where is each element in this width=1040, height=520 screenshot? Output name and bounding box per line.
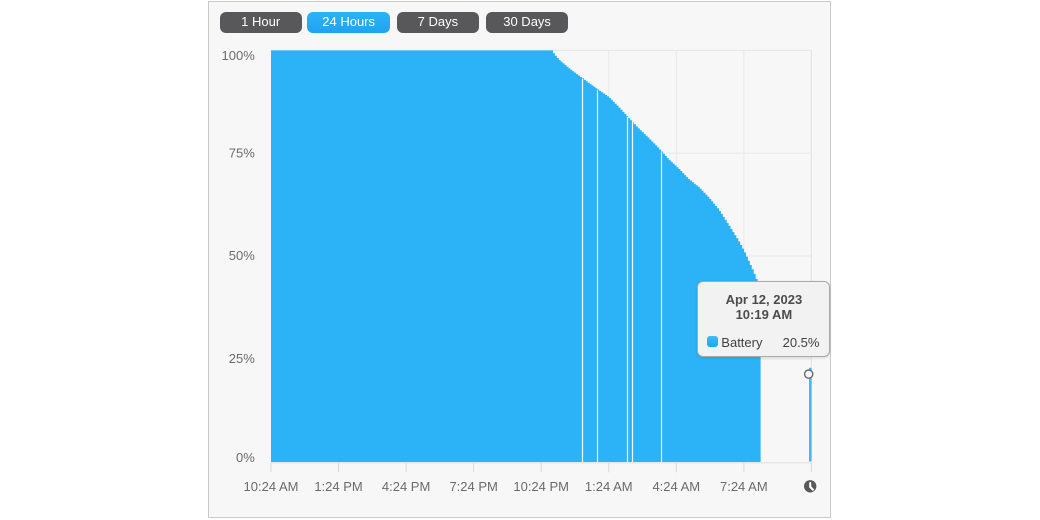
svg-text:7:24 AM: 7:24 AM [720,479,768,494]
svg-text:0%: 0% [236,450,255,465]
svg-text:50%: 50% [229,248,255,263]
svg-text:4:24 AM: 4:24 AM [652,479,700,494]
svg-text:100%: 100% [222,48,256,63]
svg-text:10:24 AM: 10:24 AM [244,479,299,494]
svg-text:10:24 PM: 10:24 PM [513,479,569,494]
svg-text:25%: 25% [229,351,255,366]
svg-text:1:24 PM: 1:24 PM [314,479,362,494]
svg-text:7:24 PM: 7:24 PM [449,479,497,494]
svg-text:75%: 75% [229,146,255,161]
svg-text:1:24 AM: 1:24 AM [585,479,633,494]
svg-text:4:24 PM: 4:24 PM [382,479,430,494]
